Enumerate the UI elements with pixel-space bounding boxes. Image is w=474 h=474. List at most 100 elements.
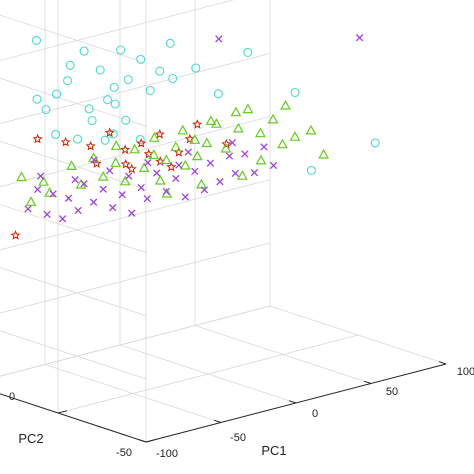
x-tick-label: 100 [457, 366, 474, 378]
data-point-circle [103, 95, 113, 105]
data-point-cross [162, 187, 170, 196]
data-point-triangle [230, 106, 242, 117]
x-axis-tick [138, 439, 147, 443]
data-point-triangle [66, 160, 78, 170]
data-point-cross [125, 172, 133, 180]
x-tick-label: 50 [386, 386, 398, 398]
data-point-circle [370, 138, 380, 148]
data-point-star [120, 159, 131, 169]
side-wall-grid-line [0, 140, 147, 190]
data-point-star [154, 128, 165, 139]
data-point-cross [36, 172, 45, 180]
data-point-circle [168, 73, 178, 84]
data-point-star [184, 133, 195, 144]
data-point-star [91, 158, 102, 168]
x-axis-tick [213, 419, 222, 423]
data-point-triangle [242, 103, 254, 114]
data-point-circle [95, 65, 105, 75]
data-point-circle [100, 135, 110, 145]
data-point-triangle [16, 171, 27, 182]
data-point-triangle [154, 174, 166, 185]
data-point-star [85, 140, 96, 151]
y-tick-label: -50 [116, 447, 132, 459]
back-wall-grid-line [0, 116, 271, 188]
data-point-cross [24, 205, 32, 213]
data-point-star [10, 229, 21, 240]
back-wall-grid-line [0, 242, 271, 314]
data-point-circle [79, 46, 89, 56]
data-marks [10, 34, 380, 240]
back-wall-grid-line [0, 0, 235, 61]
back-wall-grid-line [0, 305, 271, 377]
data-point-cross [144, 159, 152, 167]
x-tick-label: -100 [156, 448, 178, 460]
data-point-star [32, 133, 43, 144]
data-point-triangle [119, 175, 131, 186]
data-point-triangle [277, 138, 288, 149]
data-point-star [173, 147, 184, 157]
data-point-cross [153, 169, 161, 177]
data-point-triangle [148, 132, 160, 142]
data-point-cross [106, 166, 114, 175]
data-point-circle [136, 54, 146, 64]
floor-grid-line [0, 305, 271, 377]
data-point-circle [213, 89, 223, 99]
data-point-circle [51, 89, 62, 99]
data-point-circle [116, 45, 126, 55]
data-point-star [104, 127, 115, 138]
data-point-cross [137, 183, 145, 192]
data-point-cross [89, 198, 98, 206]
data-point-triangle [318, 148, 330, 159]
data-point-triangle [236, 170, 248, 180]
data-point-circle [145, 85, 155, 96]
data-point-triangle [160, 154, 172, 165]
data-point-star [126, 163, 137, 174]
data-point-cross [206, 159, 215, 167]
data-point-cross [80, 180, 88, 188]
data-point-triangle [38, 176, 50, 186]
data-point-cross [181, 193, 189, 201]
data-point-cross [64, 194, 73, 202]
data-point-triangle [170, 141, 182, 152]
data-point-triangle [148, 149, 160, 159]
data-point-triangle [25, 196, 37, 206]
data-point-cross [118, 191, 126, 199]
x-axis-tick [438, 361, 447, 365]
back-wall-grid-line [0, 179, 271, 251]
side-wall-grid-line [0, 14, 147, 64]
data-point-circle [87, 115, 97, 126]
data-point-cross [175, 161, 183, 169]
data-point-circle [243, 47, 253, 57]
side-wall-grid-line [0, 77, 147, 127]
data-point-cross [200, 186, 209, 194]
data-point-star [143, 148, 154, 159]
y-axis-tick [57, 410, 68, 414]
data-point-star [60, 136, 71, 147]
data-point-star [192, 119, 203, 129]
data-point-circle [108, 129, 118, 139]
data-point-cross [184, 148, 192, 156]
data-point-cross [228, 138, 237, 147]
data-point-cross [225, 152, 234, 160]
data-point-cross [191, 167, 199, 176]
data-point-triangle [179, 159, 191, 170]
data-point-cross [143, 194, 151, 203]
data-point-triangle [201, 137, 213, 148]
data-point-triangle [289, 131, 301, 141]
data-point-triangle [189, 134, 201, 144]
back-wall-grid-line [0, 53, 271, 125]
x-axis-title: PC1 [261, 443, 286, 458]
data-point-circle [51, 129, 61, 139]
data-point-star [136, 138, 147, 148]
axes-frame [0, 361, 447, 443]
data-point-cross [43, 210, 51, 219]
data-point-cross [74, 206, 82, 215]
data-point-triangle [138, 162, 150, 172]
data-point-star [166, 161, 177, 172]
data-point-cross [49, 190, 57, 198]
side-wall-grid-line [0, 330, 147, 380]
data-point-cross [109, 204, 117, 212]
data-point-circle [84, 104, 94, 114]
data-point-cross [71, 176, 79, 184]
